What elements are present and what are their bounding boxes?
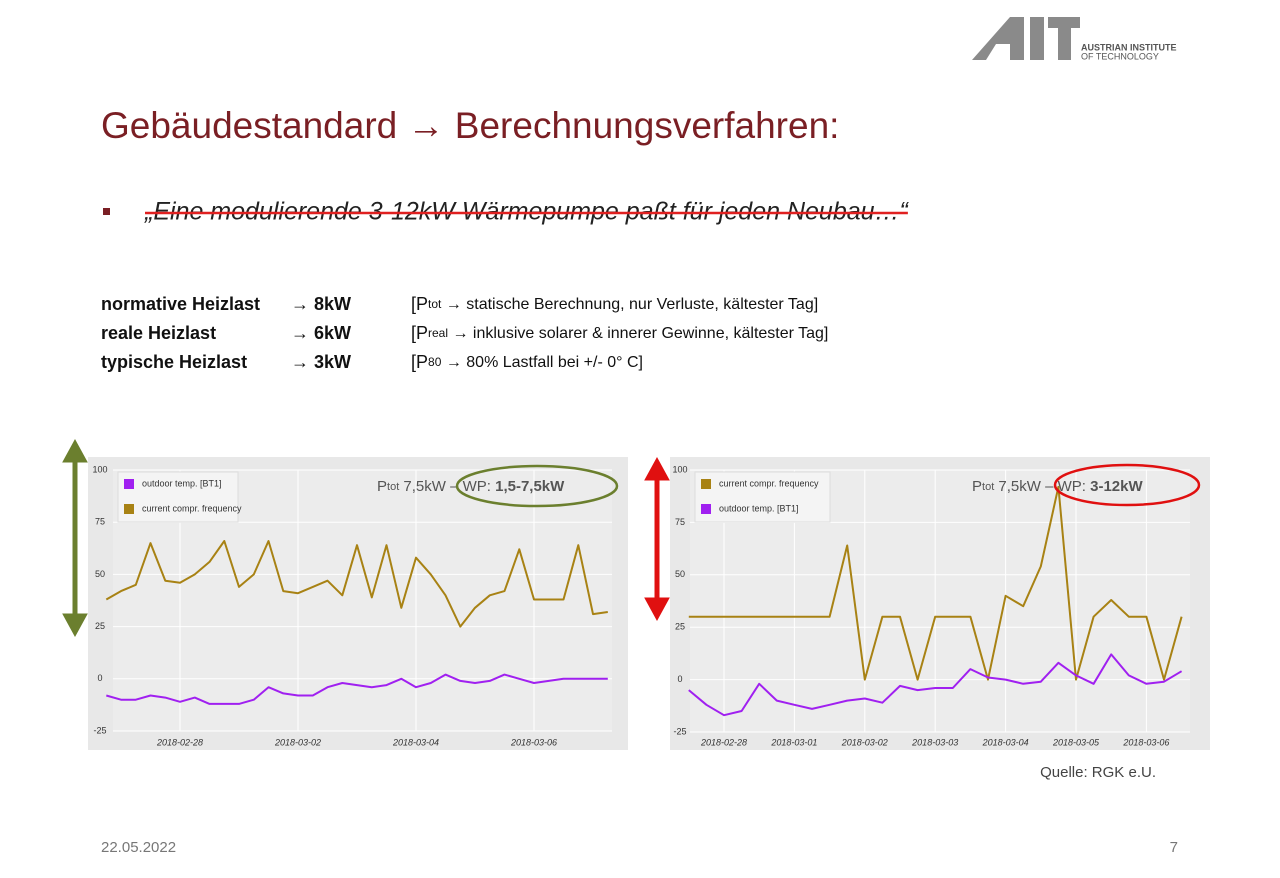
y-tick-label: 100: [672, 464, 687, 474]
row-value: → 6kW: [291, 323, 351, 343]
legend-box: [694, 471, 831, 523]
x-tick-label: 2018-03-03: [911, 737, 958, 747]
annotation-bold: 1,5-7,5kW: [495, 478, 565, 495]
row-value: → 8kW: [291, 294, 351, 314]
legend-swatch: [701, 504, 711, 514]
y-tick-label: 0: [677, 674, 682, 684]
note-text: → statische Berechnung, nur Verluste, kä…: [441, 296, 818, 313]
y-tick-label: 75: [95, 517, 105, 527]
row-label: normative Heizlast: [101, 294, 260, 314]
y-tick-label: 100: [92, 464, 107, 474]
annotation-text: 7,5kW – WP:: [399, 478, 495, 495]
highlight-ellipse: [1053, 463, 1201, 507]
red-arrow: [644, 456, 670, 622]
legend-swatch: [124, 504, 134, 514]
y-tick-label: 25: [95, 621, 105, 631]
bullet-text: „Eine modulierende 3-12kW Wärmepumpe paß…: [144, 198, 910, 226]
series-line: [105, 540, 608, 628]
row-label: typische Heizlast: [101, 352, 247, 372]
note-text: [P: [411, 294, 428, 314]
legend-label: outdoor temp. [BT1]: [719, 503, 799, 513]
annotation: Ptot 7,5kW – WP: 3-12kW: [972, 478, 1143, 495]
row-value: → 3kW: [291, 352, 351, 372]
annotation-text: P: [972, 478, 982, 495]
source: Quelle: RGK e.U.: [1040, 764, 1156, 781]
row-note: [Preal → inklusive solarer & innerer Gew…: [411, 323, 828, 343]
logo-shape: [1030, 17, 1044, 60]
logo-text: OF TECHNOLOGY: [1081, 51, 1159, 61]
x-tick-label: 2018-02-28: [700, 737, 747, 747]
annotation-subscript: tot: [387, 481, 399, 493]
x-tick-label: 2018-03-02: [841, 737, 888, 747]
legend-swatch: [124, 479, 134, 489]
x-tick-label: 2018-03-06: [510, 737, 557, 747]
y-tick-label: 50: [95, 569, 105, 579]
y-tick-label: -25: [673, 726, 686, 736]
x-tick-label: 2018-03-04: [392, 737, 439, 747]
series-line: [688, 653, 1183, 717]
x-tick-label: 2018-03-04: [982, 737, 1029, 747]
logo-shape: [1048, 17, 1080, 28]
legend-label: current compr. frequency: [142, 503, 242, 513]
note-text: → 80% Lastfall bei +/- 0° C]: [441, 354, 643, 371]
note-text: [P: [411, 352, 428, 372]
title: Gebäudestandard → Berechnungsverfahren:: [101, 105, 839, 146]
note-subscript: 80: [428, 355, 442, 369]
bullet-marker: [103, 208, 110, 215]
legend-swatch: [701, 479, 711, 489]
row-label: reale Heizlast: [101, 323, 216, 343]
logo-shape: [1058, 28, 1071, 60]
note-subscript: tot: [428, 297, 442, 311]
x-tick-label: 2018-03-01: [770, 737, 817, 747]
row-note: [P80 → 80% Lastfall bei +/- 0° C]: [411, 352, 643, 372]
annotation-text: 7,5kW – WP:: [994, 478, 1090, 495]
y-tick-label: 75: [675, 517, 685, 527]
y-tick-label: 0: [97, 673, 102, 683]
legend-label: current compr. frequency: [719, 478, 819, 488]
y-tick-label: -25: [93, 725, 106, 735]
annotation: Ptot 7,5kW – WP: 1,5-7,5kW: [377, 478, 565, 495]
logo-text: AUSTRIAN INSTITUTE: [1081, 42, 1177, 52]
legend-box: [117, 471, 239, 523]
series-line: [106, 673, 608, 705]
y-tick-label: 50: [675, 569, 685, 579]
x-tick-label: 2018-03-02: [274, 737, 321, 747]
page-number: 7: [1170, 839, 1178, 856]
annotation-subscript: tot: [982, 481, 994, 493]
note-text: → inklusive solarer & innerer Gewinne, k…: [448, 325, 828, 342]
logo-shape: [972, 17, 1024, 60]
annotation-text: P: [377, 478, 387, 495]
x-tick-label: 2018-03-06: [1122, 737, 1169, 747]
x-tick-label: 2018-02-28: [156, 737, 203, 747]
row-note: [Ptot → statische Berechnung, nur Verlus…: [411, 294, 818, 314]
y-tick-label: 25: [675, 622, 685, 632]
highlight-ellipse: [455, 464, 619, 508]
legend-label: outdoor temp. [BT1]: [142, 478, 222, 488]
note-text: [P: [411, 323, 428, 343]
green-arrow: [62, 438, 88, 638]
note-subscript: real: [428, 326, 448, 340]
x-tick-label: 2018-03-05: [1052, 737, 1100, 747]
annotation-bold: 3-12kW: [1090, 478, 1143, 495]
date: 22.05.2022: [101, 839, 176, 856]
series-line: [688, 485, 1183, 681]
